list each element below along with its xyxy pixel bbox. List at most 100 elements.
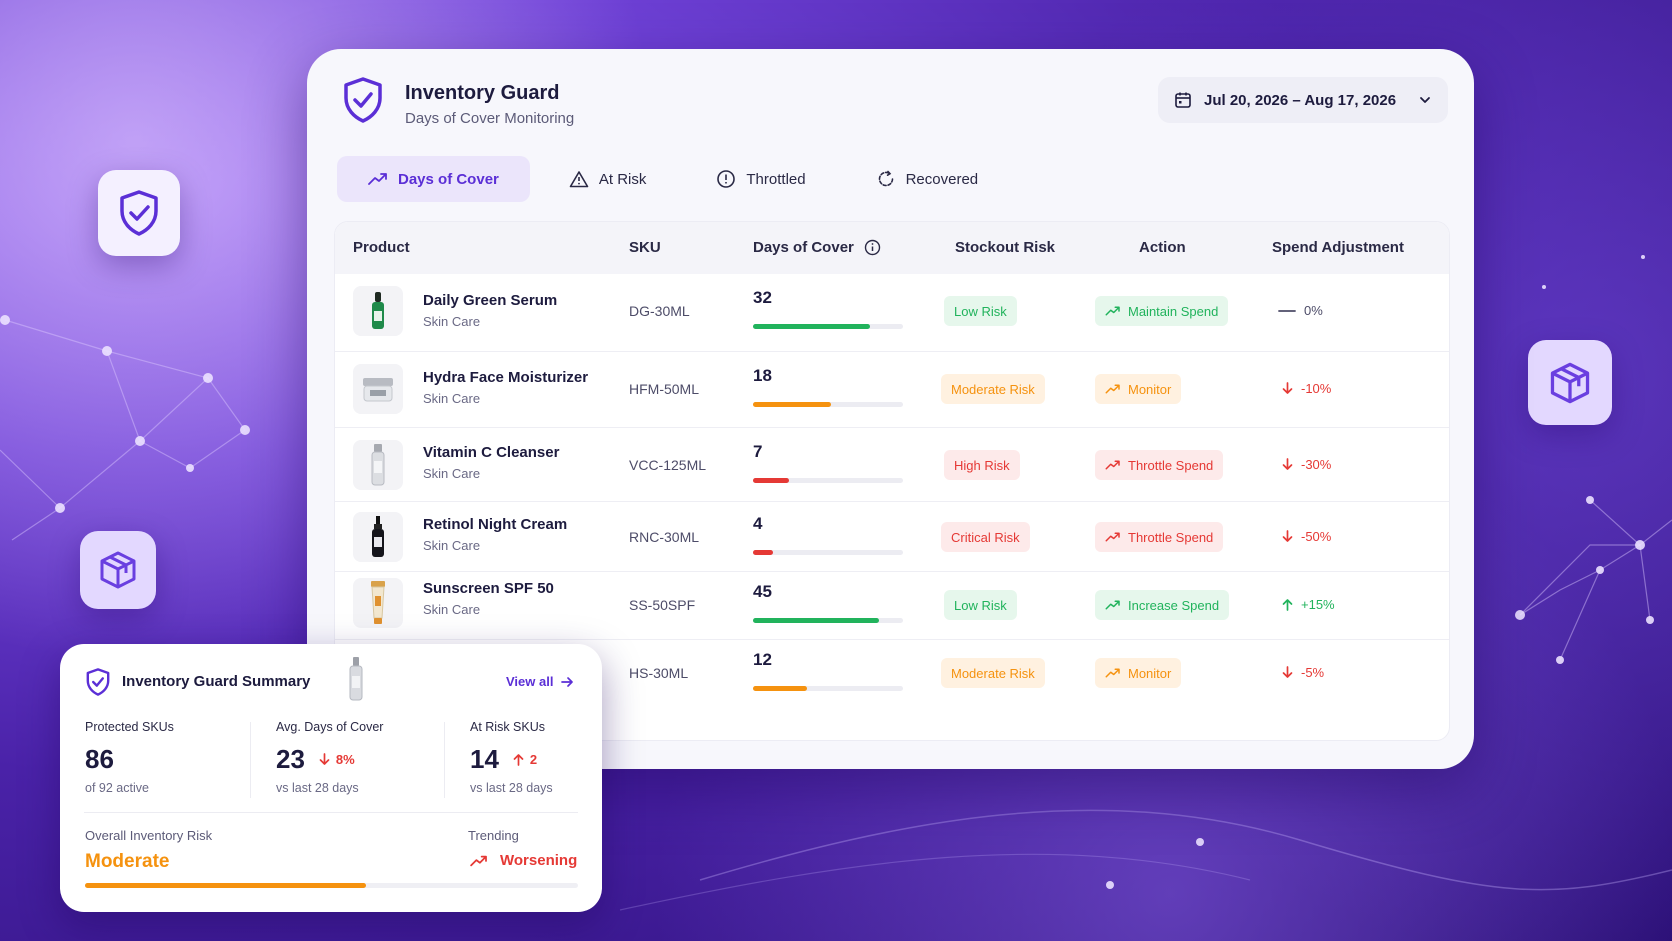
product-thumbnail: [353, 364, 403, 414]
arrow-up-icon: [513, 754, 524, 766]
arrow-down-icon: [319, 753, 330, 765]
days-of-cover-bar-fill: [753, 550, 773, 555]
overall-risk-bar: [85, 883, 578, 888]
spend-value: 0%: [1304, 303, 1323, 318]
stockout-risk-badge: Low Risk: [944, 590, 1017, 620]
warning-icon: [569, 171, 589, 188]
dash-icon: [1278, 309, 1296, 312]
action-button[interactable]: Throttle Spend: [1095, 522, 1224, 552]
column-header-sku[interactable]: SKU: [629, 239, 661, 256]
trending-label: Trending: [468, 828, 519, 843]
trend-up-icon: [1105, 600, 1120, 610]
column-header-spend-adjustment[interactable]: Spend Adjustment: [1272, 239, 1404, 256]
date-range-picker[interactable]: Jul 20, 2026 – Aug 17, 2026: [1158, 77, 1448, 123]
risk-label: Moderate Risk: [951, 665, 1035, 681]
tab-throttled[interactable]: Throttled: [685, 156, 836, 202]
days-of-cover-value: 4: [753, 514, 763, 533]
action-button[interactable]: Maintain Spend: [1095, 296, 1229, 326]
product-thumbnail: [353, 440, 403, 490]
days-of-cover-bar: [753, 324, 903, 329]
action-label: Throttle Spend: [1128, 529, 1214, 545]
info-icon[interactable]: [864, 239, 881, 256]
days-of-cover-value: 32: [753, 288, 772, 307]
shield-check-icon: [120, 190, 158, 236]
arrow-down-icon: [1282, 530, 1293, 542]
product-name[interactable]: Sunscreen SPF 50: [423, 580, 554, 597]
divider: [84, 812, 578, 813]
trend-up-icon: [470, 855, 487, 866]
calendar-icon: [1175, 92, 1191, 108]
trending-text: Worsening: [500, 852, 578, 869]
trend-up-icon: [368, 173, 387, 185]
days-of-cover-bar-fill: [753, 402, 831, 407]
stat-label: Protected SKUs: [85, 720, 174, 734]
table-row[interactable]: Vitamin C Cleanser Skin Care VCC-125ML 7 Hig…: [335, 428, 1449, 502]
table-row[interactable]: Retinol Night Cream Skin Care RNC-30ML 4 Cri…: [335, 502, 1449, 572]
app-title: Inventory Guard: [405, 82, 560, 104]
action-label: Monitor: [1128, 665, 1172, 681]
stat-sub: vs last 28 days: [470, 781, 553, 795]
table-row[interactable]: Sunscreen SPF 50 Skin Care SS-50SPF 45 Low R…: [335, 572, 1449, 640]
stockout-risk-badge: Critical Risk: [941, 522, 1030, 552]
column-header-days-of-cover[interactable]: Days of Cover: [753, 239, 881, 256]
table-row[interactable]: Hydra Face Moisturizer Skin Care HFM-50ML 1…: [335, 352, 1449, 428]
risk-label: Low Risk: [954, 303, 1007, 319]
product-name[interactable]: Hydra Face Moisturizer: [423, 369, 589, 386]
action-label: Monitor: [1128, 381, 1172, 397]
stat-avg-days-of-cover: Avg. Days of Cover 23 8% vs last 28 days: [276, 720, 383, 795]
trend-up-icon: [1105, 532, 1120, 542]
date-range-label: Jul 20, 2026 – Aug 17, 2026: [1204, 91, 1397, 109]
tab-bar: Days of Cover At Risk Throttled Recovere…: [337, 156, 1017, 202]
stat-label: Avg. Days of Cover: [276, 720, 384, 734]
product-sku: DG-30ML: [629, 303, 690, 319]
table-row[interactable]: Daily Green Serum Skin Care DG-30ML 32 Low R…: [335, 274, 1449, 352]
days-of-cover-value: 12: [753, 650, 772, 669]
spend-value: -30%: [1301, 457, 1332, 472]
risk-label: High Risk: [954, 457, 1010, 473]
product-sku: VCC-125ML: [629, 457, 707, 473]
days-of-cover-bar: [753, 550, 903, 555]
days-of-cover-bar-fill: [753, 686, 807, 691]
table-header: Product SKU Days of Cover Stockout Risk …: [335, 222, 1449, 274]
tab-days-of-cover[interactable]: Days of Cover: [337, 156, 530, 202]
action-button[interactable]: Increase Spend: [1095, 590, 1230, 620]
action-button[interactable]: Monitor: [1095, 374, 1182, 404]
stockout-risk-badge: Moderate Risk: [941, 374, 1045, 404]
tab-recovered[interactable]: Recovered: [845, 156, 1010, 202]
spend-value: -10%: [1301, 381, 1332, 396]
alert-circle-icon: [717, 170, 736, 188]
app-subtitle: Days of Cover Monitoring: [405, 110, 575, 127]
trend-up-icon: [1105, 306, 1120, 316]
action-button[interactable]: Monitor: [1095, 658, 1182, 688]
risk-label: Low Risk: [954, 597, 1007, 613]
tab-label: Recovered: [905, 170, 979, 188]
days-of-cover-bar-fill: [753, 324, 870, 329]
package-icon: [1550, 362, 1590, 403]
trend-up-icon: [1105, 668, 1120, 678]
column-header-action[interactable]: Action: [1139, 239, 1186, 256]
stat-sub: of 92 active: [85, 781, 149, 795]
trend-up-icon: [1105, 460, 1120, 470]
spend-adjustment: -5%: [1282, 665, 1324, 680]
product-name[interactable]: Retinol Night Cream: [423, 516, 568, 533]
product-name[interactable]: Daily Green Serum: [423, 292, 558, 309]
days-of-cover-value: 18: [753, 366, 772, 385]
stat-value: 86: [85, 744, 114, 774]
stockout-risk-badge: High Risk: [944, 450, 1020, 480]
spend-adjustment: 0%: [1278, 303, 1323, 318]
product-category: Skin Care: [423, 538, 481, 553]
product-category: Skin Care: [423, 391, 481, 406]
refresh-icon: [878, 170, 893, 187]
action-label: Throttle Spend: [1128, 457, 1214, 473]
column-header-product[interactable]: Product: [353, 239, 410, 256]
arrow-up-icon: [1282, 599, 1293, 611]
view-all-link[interactable]: View all: [506, 674, 574, 689]
overall-risk-bar-fill: [85, 883, 366, 888]
column-header-stockout-risk[interactable]: Stockout Risk: [955, 239, 1056, 256]
tab-at-risk[interactable]: At Risk: [538, 156, 678, 202]
days-of-cover-value: 45: [753, 582, 772, 601]
action-button[interactable]: Throttle Spend: [1095, 450, 1224, 480]
chevron-down-icon: [1420, 97, 1430, 103]
product-name[interactable]: Vitamin C Cleanser: [423, 444, 560, 461]
stat-delta: 2: [513, 752, 537, 767]
